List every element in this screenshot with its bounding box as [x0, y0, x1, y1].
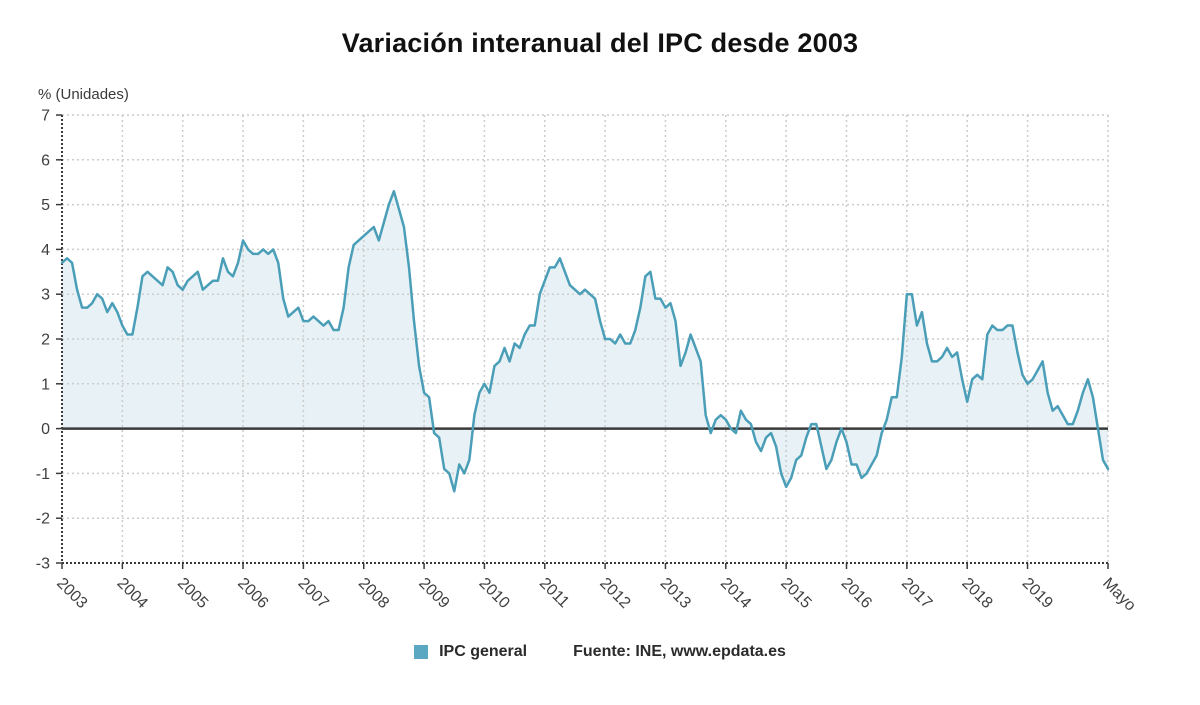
svg-text:-1: -1: [36, 466, 50, 483]
svg-text:2008: 2008: [355, 575, 392, 612]
y-axis-labels: -3 -2 -1 0 1 2 3 4 5 6 7: [36, 108, 50, 573]
svg-text:2005: 2005: [174, 575, 211, 612]
ipc-area-fill: [62, 191, 1108, 492]
svg-text:2015: 2015: [777, 575, 814, 612]
svg-text:2018: 2018: [958, 575, 995, 612]
svg-text:2013: 2013: [657, 575, 694, 612]
svg-text:3: 3: [41, 287, 50, 304]
svg-text:-3: -3: [36, 556, 50, 573]
svg-text:2007: 2007: [295, 575, 332, 612]
chart-gridlines: [62, 114, 1109, 563]
svg-text:5: 5: [41, 197, 50, 214]
svg-text:-2: -2: [36, 511, 50, 528]
svg-text:1: 1: [41, 376, 50, 393]
svg-text:2: 2: [41, 332, 50, 349]
source-label: Fuente: INE, www.epdata.es: [573, 643, 786, 660]
svg-text:2004: 2004: [114, 575, 151, 612]
x-axis-labels: 2003 2004 2005 2006 2007 2008 2009 2010 2011 2012…: [53, 575, 1139, 615]
svg-text:2012: 2012: [596, 575, 633, 612]
svg-text:2017: 2017: [898, 575, 935, 612]
svg-text:2011: 2011: [536, 575, 572, 611]
svg-text:7: 7: [41, 108, 50, 125]
svg-text:2014: 2014: [717, 575, 754, 612]
legend: IPC general Fuente: INE, www.epdata.es: [0, 643, 1200, 661]
legend-series-label: IPC general: [439, 643, 528, 660]
svg-text:6: 6: [41, 152, 50, 169]
svg-text:2010: 2010: [476, 575, 513, 612]
y-axis-unit-label: % (Unidades): [38, 86, 129, 103]
svg-text:0: 0: [41, 421, 50, 438]
svg-text:4: 4: [41, 242, 50, 259]
ipc-line: [60, 189, 1110, 493]
svg-text:2009: 2009: [415, 575, 452, 612]
svg-text:Mayo: Mayo: [1099, 575, 1139, 615]
svg-text:2019: 2019: [1019, 575, 1056, 612]
svg-text:2003: 2003: [53, 575, 90, 612]
chart-axes: [56, 114, 1109, 569]
svg-text:2006: 2006: [234, 575, 271, 612]
page-title: Variación interanual del IPC desde 2003: [341, 28, 859, 58]
svg-text:2016: 2016: [838, 575, 875, 612]
legend-swatch-icon: [414, 645, 429, 659]
